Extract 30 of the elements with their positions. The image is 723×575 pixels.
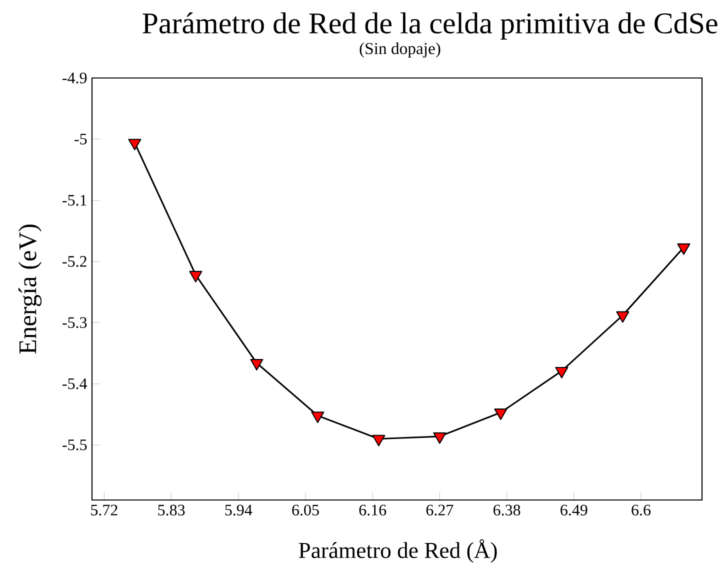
y-tick-label: -5.5 xyxy=(62,440,87,450)
x-tick-label: 6.27 xyxy=(426,504,454,516)
x-tick-label: 6.38 xyxy=(494,504,520,516)
y-tick-label: -5.1 xyxy=(62,194,86,206)
point xyxy=(555,366,568,378)
y-tick-label: -5 xyxy=(74,134,87,144)
y-tick-label: -5.3 xyxy=(62,317,87,328)
x-tick-label: 6.6 xyxy=(632,504,651,516)
y-axis-title: Energía (eV) xyxy=(18,224,42,354)
y-tick-label: -4.9 xyxy=(62,72,87,84)
point xyxy=(311,412,324,424)
chart-title: Parámetro de Red de la celda primitiva de CdSe xyxy=(142,12,718,40)
y-tick-label: -5.2 xyxy=(62,256,86,267)
x-axis-title: Parámetro de Red (Å) xyxy=(298,539,497,563)
point xyxy=(372,434,386,446)
point xyxy=(250,359,264,370)
point xyxy=(189,270,202,282)
point xyxy=(616,311,630,323)
point xyxy=(433,432,446,444)
point xyxy=(677,243,690,255)
point xyxy=(128,138,142,150)
y-tick-label: -5.4 xyxy=(62,378,88,390)
x-tick-label: 5.83 xyxy=(158,504,185,516)
x-tick-label: 6.49 xyxy=(560,504,588,516)
chart-subtitle: (Sin dopaje) xyxy=(360,42,440,58)
x-tick-label: 6.05 xyxy=(292,504,319,516)
x-tick-label: 5.94 xyxy=(225,504,252,516)
x-tick-label: 5.72 xyxy=(91,504,118,516)
x-tick-label: 6.16 xyxy=(359,504,386,516)
point xyxy=(494,408,508,420)
